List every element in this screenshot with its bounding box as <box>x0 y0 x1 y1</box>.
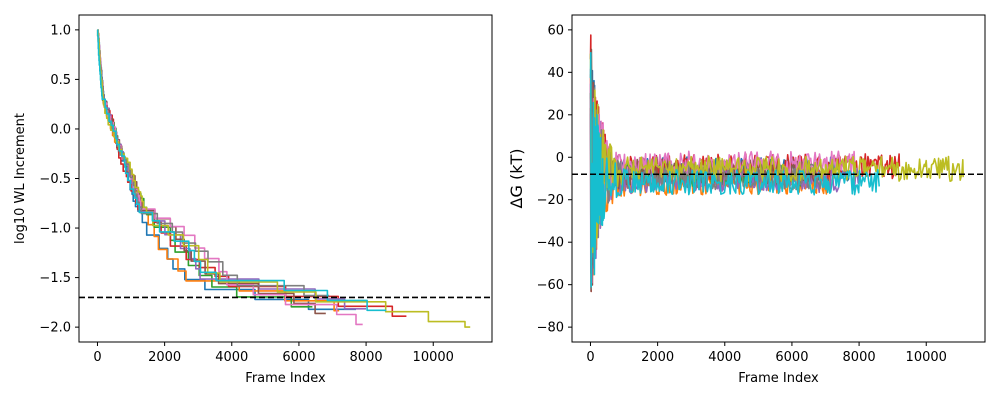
y-tick-label: −80 <box>537 321 564 336</box>
x-tick-label: 6000 <box>775 350 808 365</box>
y-tick-label: 60 <box>547 23 564 38</box>
x-tick-label: 4000 <box>215 350 248 365</box>
y-tick-label: 0.5 <box>50 73 71 88</box>
y-tick-label: −1.5 <box>39 271 71 286</box>
x-tick-label: 8000 <box>843 350 876 365</box>
y-tick-label: −20 <box>537 193 564 208</box>
y-ticks-left: −2.0 −1.5 −1.0 −0.5 0.0 0.5 1.0 <box>39 23 79 336</box>
y-axis-label-left: log10 WL Increment <box>13 113 28 244</box>
x-tick-label: 10000 <box>906 350 947 365</box>
x-tick-label: 10000 <box>413 350 454 365</box>
y-tick-label: 0 <box>556 151 564 166</box>
x-tick-label: 8000 <box>350 350 383 365</box>
x-axis-label-left: Frame Index <box>245 371 326 386</box>
x-axis-label-right: Frame Index <box>738 371 819 386</box>
x-tick-label: 0 <box>586 350 594 365</box>
axes-frame-right <box>571 14 986 343</box>
y-ticks-right: −80 −60 −40 −20 0 20 40 60 <box>537 23 572 336</box>
y-tick-label: 20 <box>547 108 564 123</box>
y-tick-label: −1.0 <box>39 222 71 237</box>
y-tick-label: −60 <box>537 278 564 293</box>
series-line <box>589 53 964 254</box>
series-line <box>589 51 880 288</box>
delta-g-panel: 0 2000 4000 6000 8000 10000 −80 −60 −40 −20 0 20 40… <box>507 14 986 386</box>
series-line <box>96 29 387 312</box>
series-line <box>589 68 857 284</box>
x-tick-label: 2000 <box>641 350 674 365</box>
delta-g-series-group <box>589 34 964 293</box>
y-tick-label: −40 <box>537 236 564 251</box>
x-ticks-left: 0 2000 4000 6000 8000 10000 <box>93 342 454 365</box>
y-tick-label: −2.0 <box>39 321 71 336</box>
wl-increment-panel: 0 2000 4000 6000 8000 10000 −2.0 −1.5 −1.0 −0.5 0… <box>13 14 493 386</box>
x-ticks-right: 0 2000 4000 6000 8000 10000 <box>586 342 947 365</box>
y-tick-label: 40 <box>547 66 564 81</box>
y-tick-label: 0.0 <box>50 122 71 137</box>
x-tick-label: 0 <box>93 350 101 365</box>
x-tick-label: 4000 <box>708 350 741 365</box>
x-tick-label: 2000 <box>148 350 181 365</box>
y-tick-label: −0.5 <box>39 172 71 187</box>
wl-series-group <box>96 29 471 328</box>
x-tick-label: 6000 <box>282 350 315 365</box>
y-tick-label: 1.0 <box>50 23 71 38</box>
y-axis-label-right: ΔG (kT) <box>507 149 526 209</box>
